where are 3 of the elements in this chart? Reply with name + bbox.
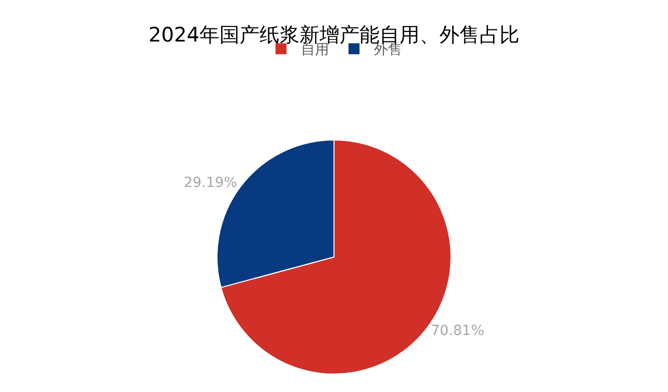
legend-label: 外售 [374,42,402,58]
data-label: 70.81% [430,323,484,340]
data-label: 29.19% [184,174,238,191]
